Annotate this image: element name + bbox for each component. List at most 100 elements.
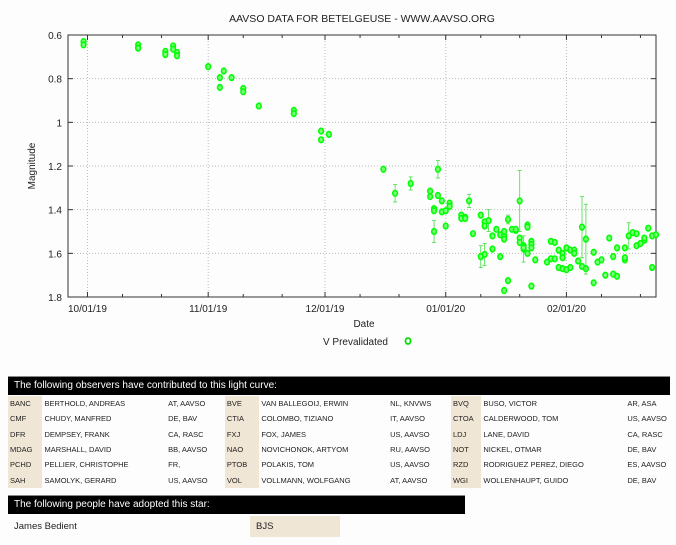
observer-code: MDAG bbox=[8, 441, 43, 458]
data-point bbox=[652, 231, 660, 239]
observer-name: PELLIER, CHRISTOPHE bbox=[44, 460, 129, 470]
data-point bbox=[504, 277, 512, 285]
data-point bbox=[255, 102, 262, 110]
data-point bbox=[216, 83, 223, 91]
data-point bbox=[438, 197, 445, 205]
data-point bbox=[228, 73, 235, 82]
observer-name: MARSHALL, DAVID bbox=[44, 445, 112, 455]
data-point bbox=[641, 234, 648, 242]
data-point bbox=[512, 225, 519, 233]
data-point bbox=[290, 109, 297, 118]
observer-code: FXJ bbox=[224, 426, 260, 442]
data-point bbox=[216, 73, 223, 82]
observer-country: DE, BAV bbox=[627, 475, 657, 485]
data-point bbox=[598, 256, 605, 264]
data-point bbox=[462, 214, 469, 222]
observer-country: DE, BAV bbox=[168, 414, 198, 424]
observer-row: DFR DEMPSEY, FRANK CA, RASC FXJ FOX, JAMES US… bbox=[8, 426, 670, 442]
data-point bbox=[205, 63, 212, 71]
y-tick-label: 1.8 bbox=[48, 293, 62, 304]
observer-country: ES, AAVSO bbox=[627, 460, 667, 470]
chart-title: AAVSO DATA FOR BETELGEUSE - WWW.AAVSO.OR… bbox=[229, 13, 495, 25]
data-point bbox=[489, 232, 496, 240]
observer-country: AT, AAVSO bbox=[168, 399, 206, 409]
y-tick-label: 0.8 bbox=[48, 75, 62, 86]
data-point bbox=[477, 211, 484, 219]
x-tick-label: 11/01/19 bbox=[189, 304, 228, 315]
x-tick-label: 01/01/20 bbox=[426, 304, 465, 315]
x-tick-label: 10/01/19 bbox=[68, 304, 107, 315]
x-tick-label: 02/01/20 bbox=[547, 304, 586, 315]
observer-name: COLOMBO, TIZIANO bbox=[261, 414, 334, 424]
data-point bbox=[501, 235, 508, 243]
observer-name: LANE, DAVID bbox=[483, 429, 530, 439]
observers-heading: The following observers have contributed… bbox=[8, 376, 670, 395]
data-point bbox=[469, 230, 477, 238]
data-point bbox=[571, 249, 578, 257]
data-point bbox=[524, 223, 531, 231]
observer-country: US, AAVSO bbox=[627, 414, 667, 424]
observer-country: IT, AAVSO bbox=[390, 414, 425, 424]
observer-code: WGI bbox=[450, 472, 482, 488]
observer-code: SAH bbox=[8, 472, 43, 488]
observer-name: VAN BALLEGOIJ, ERWIN bbox=[261, 399, 349, 409]
observer-code: BVE bbox=[224, 396, 260, 412]
data-point bbox=[578, 223, 586, 231]
data-point bbox=[427, 192, 434, 201]
data-point bbox=[567, 263, 574, 272]
observer-row: SAH SAMOLYK, GERARD US, AAVSO VOL VOLLMANN, … bbox=[8, 472, 670, 488]
observer-country: US, AAVSO bbox=[168, 475, 208, 485]
observer-code: PTOB bbox=[224, 457, 260, 473]
data-point bbox=[318, 136, 325, 144]
data-point bbox=[621, 244, 628, 252]
data-point bbox=[446, 202, 453, 210]
light-curve-chart: AAVSO DATA FOR BETELGEUSE - WWW.AAVSO.OR… bbox=[27, 13, 660, 348]
data-point bbox=[582, 235, 590, 243]
observer-country: US, AAVSO bbox=[390, 460, 430, 470]
data-point bbox=[493, 225, 500, 233]
data-point bbox=[606, 234, 613, 242]
observer-country: RU, AAVSO bbox=[390, 445, 430, 455]
observer-name: CALDERWOOD, TOM bbox=[483, 414, 559, 424]
observer-name: VOLLMANN, WOLFGANG bbox=[261, 475, 351, 485]
data-point bbox=[559, 254, 566, 262]
legend-label: V Prevalidated bbox=[323, 337, 388, 348]
observers-table: BANC BERTHOLD, ANDREAS AT, AAVSO BVE VAN BAL… bbox=[8, 396, 670, 488]
observer-code: RZD bbox=[450, 457, 482, 473]
data-point bbox=[325, 130, 333, 138]
observer-country: AR, ASA bbox=[627, 399, 657, 409]
observer-name: WOLLENHAUPT, GUIDO bbox=[483, 475, 569, 485]
data-point bbox=[430, 207, 438, 215]
y-axis-label: Magnitude bbox=[27, 142, 38, 189]
data-point bbox=[485, 216, 492, 225]
legend-marker bbox=[404, 337, 412, 345]
observer-country: AT, AAVSO bbox=[390, 475, 428, 485]
data-point bbox=[442, 207, 449, 215]
adopters-heading: The following people have adopted this s… bbox=[8, 495, 465, 514]
observer-code: VOL bbox=[224, 472, 260, 488]
data-point bbox=[602, 271, 609, 279]
data-point bbox=[240, 88, 247, 96]
data-point bbox=[633, 230, 640, 238]
observer-name: BERTHOLD, ANDREAS bbox=[44, 399, 126, 409]
observer-code: LDJ bbox=[450, 426, 482, 442]
observer-country: NL, KNVWS bbox=[390, 399, 432, 409]
data-point bbox=[501, 286, 508, 295]
observer-name: FOX, JAMES bbox=[261, 429, 306, 439]
data-point bbox=[524, 249, 531, 257]
y-tick-label: 0.6 bbox=[48, 31, 62, 42]
observer-name: BUSO, VICTOR bbox=[483, 399, 537, 409]
data-point bbox=[610, 253, 617, 261]
data-point bbox=[590, 248, 597, 256]
data-point bbox=[489, 245, 496, 253]
observer-row: MDAG MARSHALL, DAVID BB, AAVSO NAO NOVICHONO… bbox=[8, 441, 670, 458]
data-point bbox=[434, 191, 442, 200]
observer-row: CMF CHUDY, MANFRED DE, BAV CTIA COLOMBO, TIZ… bbox=[8, 411, 670, 427]
data-point bbox=[481, 222, 488, 230]
data-point bbox=[613, 244, 621, 252]
data-point bbox=[407, 179, 414, 188]
data-point bbox=[465, 197, 473, 205]
observer-country: CA, RASC bbox=[168, 429, 204, 439]
data-point bbox=[430, 227, 438, 236]
observer-country: FR, bbox=[168, 460, 181, 470]
